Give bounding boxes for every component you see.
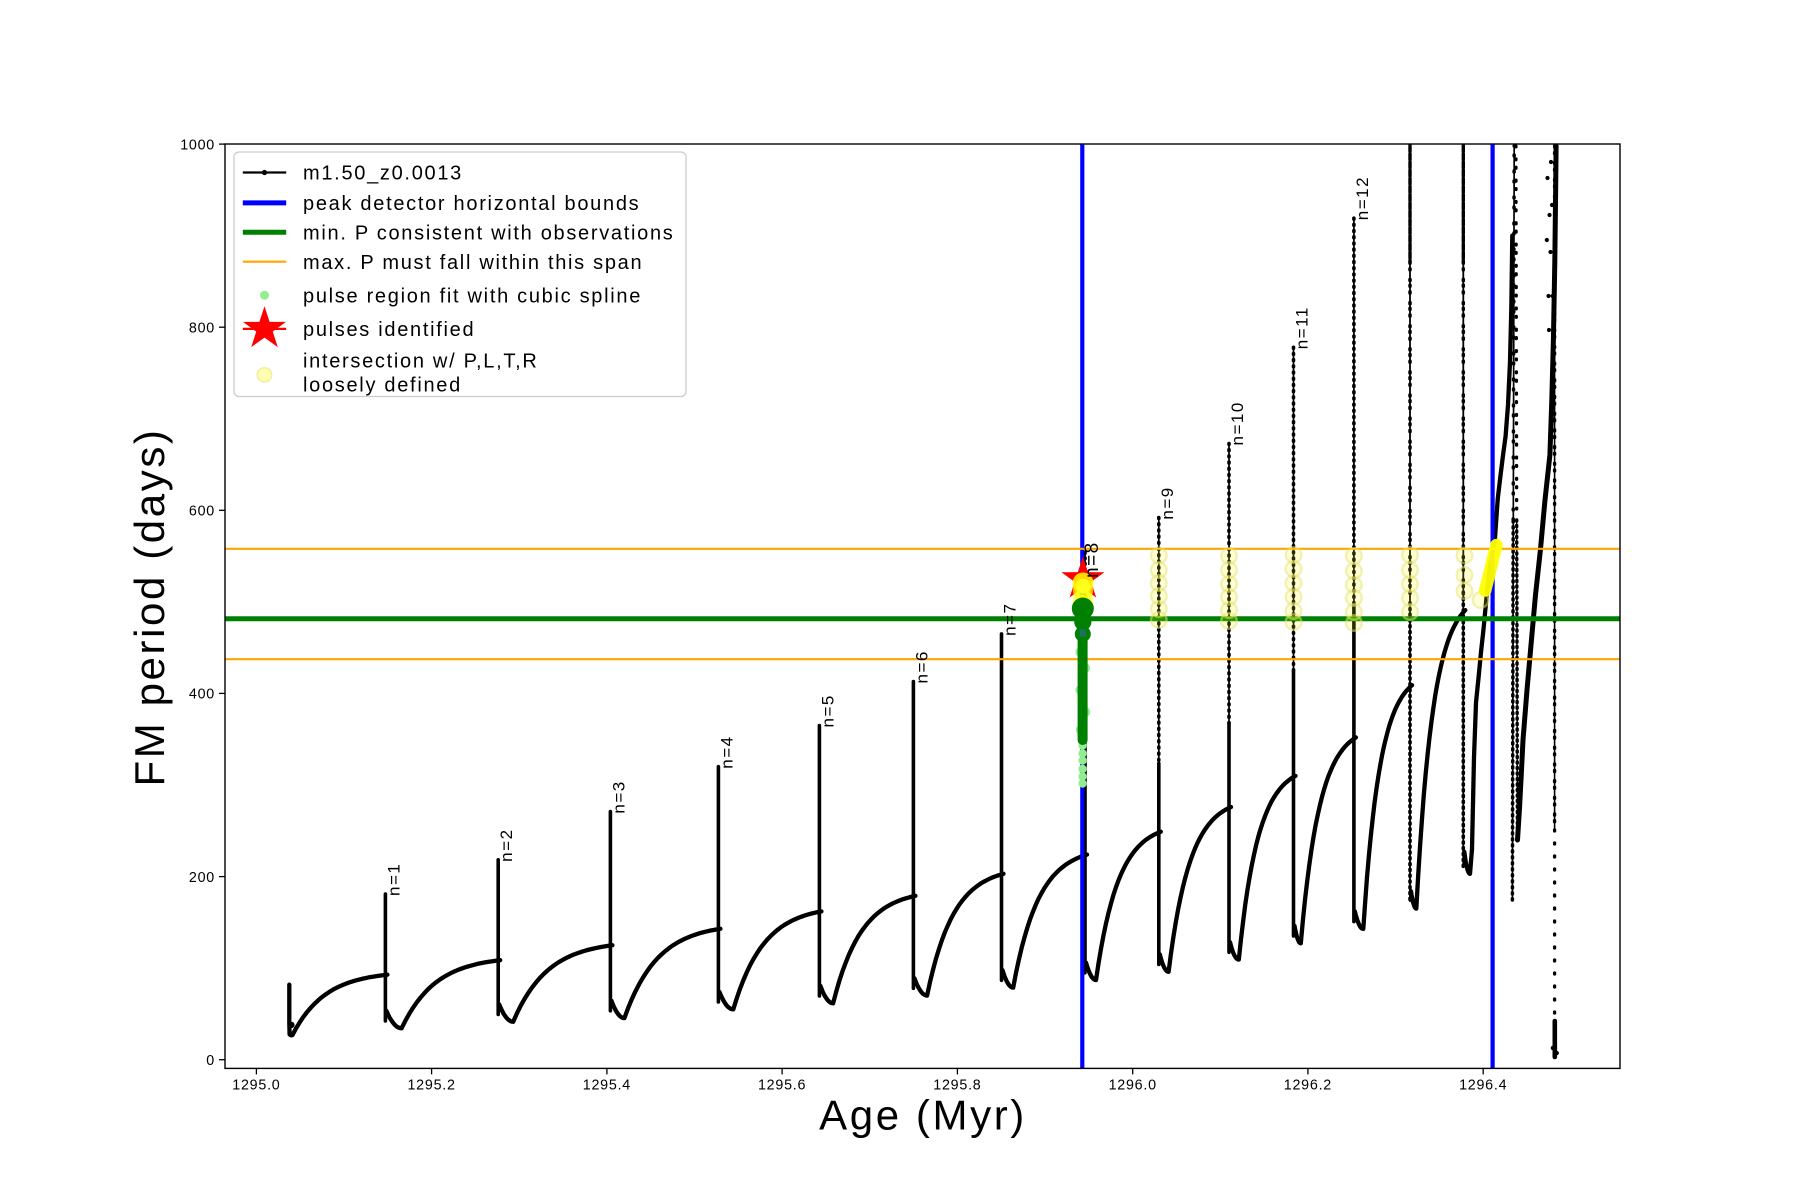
svg-text:n=12: n=12 xyxy=(1353,176,1372,220)
svg-text:1295.4: 1295.4 xyxy=(583,1078,631,1094)
svg-text:loosely defined: loosely defined xyxy=(303,375,462,397)
svg-text:n=5: n=5 xyxy=(818,694,837,727)
svg-text:peak detector horizontal bound: peak detector horizontal bounds xyxy=(303,193,640,215)
svg-text:1295.2: 1295.2 xyxy=(407,1078,455,1094)
svg-text:min. P consistent with observa: min. P consistent with observations xyxy=(303,223,675,245)
svg-text:pulse region fit with cubic sp: pulse region fit with cubic spline xyxy=(303,285,642,307)
svg-text:600: 600 xyxy=(189,504,215,520)
svg-text:n=11: n=11 xyxy=(1293,306,1312,349)
svg-text:n=4: n=4 xyxy=(717,735,736,768)
svg-text:200: 200 xyxy=(189,870,215,886)
svg-text:Age (Myr): Age (Myr) xyxy=(819,1092,1027,1139)
svg-text:800: 800 xyxy=(189,320,215,336)
svg-text:FM period (days): FM period (days) xyxy=(126,427,173,786)
svg-text:n=9: n=9 xyxy=(1158,486,1177,519)
svg-text:1000: 1000 xyxy=(180,137,215,153)
svg-text:max. P must fall within this s: max. P must fall within this span xyxy=(303,252,643,274)
svg-text:1295.8: 1295.8 xyxy=(933,1078,981,1094)
svg-text:n=3: n=3 xyxy=(609,780,628,813)
svg-text:n=7: n=7 xyxy=(1001,603,1020,636)
svg-text:1295.6: 1295.6 xyxy=(758,1078,806,1094)
svg-text:n=8: n=8 xyxy=(1082,541,1103,578)
svg-text:intersection w/ P,L,T,R: intersection w/ P,L,T,R xyxy=(303,350,539,372)
svg-text:n=1: n=1 xyxy=(384,863,403,896)
svg-text:1296.0: 1296.0 xyxy=(1109,1078,1157,1094)
svg-text:1296.4: 1296.4 xyxy=(1459,1078,1507,1094)
svg-text:n=10: n=10 xyxy=(1228,401,1247,445)
svg-text:400: 400 xyxy=(189,687,215,703)
svg-text:n=2: n=2 xyxy=(497,828,516,861)
svg-text:m1.50_z0.0013: m1.50_z0.0013 xyxy=(303,163,463,185)
svg-text:0: 0 xyxy=(206,1053,215,1069)
svg-text:n=6: n=6 xyxy=(912,650,931,683)
svg-text:pulses identified: pulses identified xyxy=(303,319,475,341)
svg-text:1296.2: 1296.2 xyxy=(1284,1078,1332,1094)
svg-text:1295.0: 1295.0 xyxy=(232,1078,280,1094)
